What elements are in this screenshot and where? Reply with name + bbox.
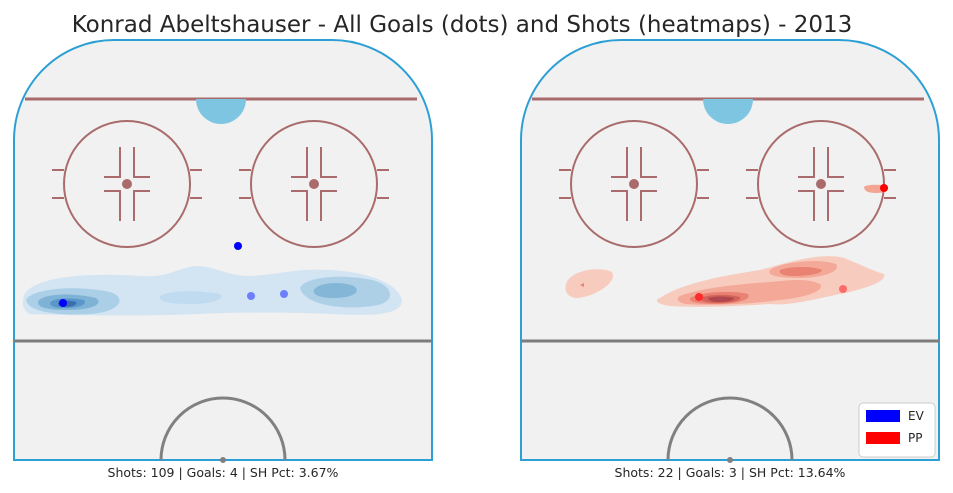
goal-crease bbox=[196, 99, 246, 124]
pp-caption: Shots: 22 | Goals: 3 | SH Pct: 13.64% bbox=[615, 465, 846, 480]
rink-ice bbox=[520, 39, 940, 461]
rink-panel-pp: Shots: 22 | Goals: 3 | SH Pct: 13.64% EV… bbox=[520, 39, 940, 480]
goal-dot bbox=[247, 292, 255, 300]
center-ice-circle bbox=[666, 396, 794, 461]
goal-dot bbox=[280, 290, 288, 298]
ev-shot-heatmap bbox=[22, 266, 403, 316]
faceoff-circle-left bbox=[559, 120, 709, 248]
goal-dot bbox=[880, 184, 888, 192]
goal-dot bbox=[695, 293, 703, 301]
legend-label-pp: PP bbox=[908, 431, 922, 445]
goal-dot bbox=[59, 299, 67, 307]
legend-swatch-pp bbox=[866, 432, 900, 444]
center-ice-dot bbox=[727, 457, 733, 463]
legend: EV PP bbox=[858, 402, 936, 458]
legend-swatch-ev bbox=[866, 410, 900, 422]
rink-panel-ev: Shots: 109 | Goals: 4 | SH Pct: 3.67% bbox=[13, 39, 433, 480]
ev-goal-dots bbox=[59, 242, 288, 307]
ev-caption: Shots: 109 | Goals: 4 | SH Pct: 3.67% bbox=[108, 465, 339, 480]
pp-goal-dots bbox=[695, 184, 888, 301]
center-ice-dot bbox=[220, 457, 226, 463]
faceoff-circle-left bbox=[52, 120, 202, 248]
center-ice-circle bbox=[159, 396, 287, 461]
goal-dot bbox=[234, 242, 242, 250]
rink-ice bbox=[13, 39, 433, 461]
chart-title: Konrad Abeltshauser - All Goals (dots) a… bbox=[72, 12, 853, 38]
pp-shot-heatmap bbox=[565, 184, 889, 307]
legend-label-ev: EV bbox=[908, 409, 925, 423]
goal-dot bbox=[839, 285, 847, 293]
goal-crease bbox=[703, 99, 753, 124]
faceoff-circle-right bbox=[239, 120, 389, 248]
